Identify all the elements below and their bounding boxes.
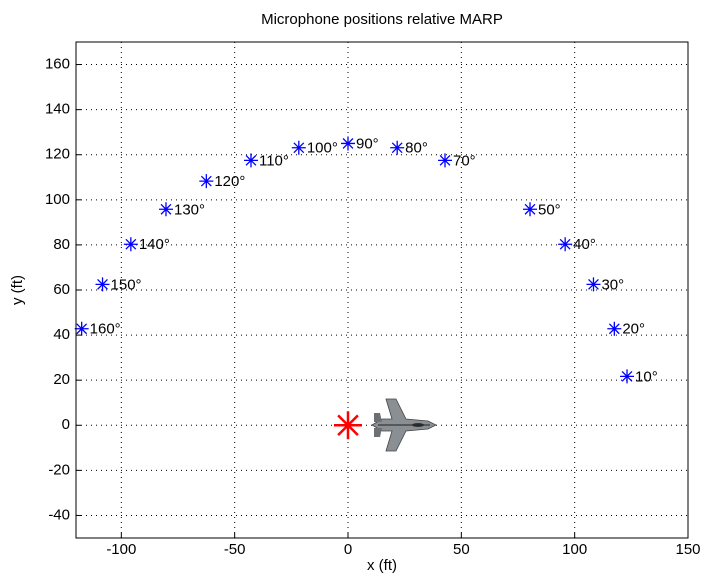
point-label: 30° — [601, 276, 624, 293]
point-label: 140° — [139, 236, 170, 253]
microphone-marker — [341, 136, 355, 151]
microphone-marker — [390, 140, 405, 155]
y-tick-label: 80 — [53, 236, 70, 253]
microphone-marker — [291, 140, 306, 155]
point-label: 80° — [405, 140, 428, 157]
plot-frame — [75, 41, 689, 539]
point-label: 70° — [453, 152, 476, 169]
microphone-marker — [199, 174, 214, 189]
chart-title: Microphone positions relative MARP — [261, 11, 503, 28]
point-label: 150° — [111, 276, 142, 293]
point-label: 160° — [90, 321, 121, 338]
x-tick-label: 100 — [562, 541, 587, 558]
y-tick-label: 0 — [62, 416, 70, 433]
microphone-marker — [607, 321, 622, 336]
microphone-marker — [123, 237, 138, 252]
x-tick-label: 150 — [675, 541, 700, 558]
aircraft-icon — [371, 398, 437, 452]
y-tick-label: -40 — [48, 506, 70, 523]
point-label: 10° — [635, 368, 658, 385]
microphone-marker — [586, 277, 601, 292]
microphone-marker — [74, 321, 89, 336]
y-tick-label: -20 — [48, 461, 70, 478]
microphone-marker — [158, 202, 173, 217]
y-tick-label: 120 — [45, 146, 70, 163]
y-axis-label: y (ft) — [9, 275, 26, 305]
microphone-marker — [523, 202, 538, 217]
y-tick-label: 140 — [45, 101, 70, 118]
y-tick-label: 60 — [53, 281, 70, 298]
x-axis-label: x (ft) — [367, 557, 397, 574]
y-tick-label: 160 — [45, 56, 70, 73]
y-tick-label: 100 — [45, 191, 70, 208]
point-label: 40° — [573, 236, 596, 253]
point-label: 50° — [538, 201, 561, 218]
point-label: 20° — [622, 321, 645, 338]
x-tick-label: -50 — [224, 541, 246, 558]
point-label: 90° — [356, 135, 379, 152]
point-label: 110° — [259, 152, 289, 169]
x-tick-label: -100 — [106, 541, 136, 558]
point-label: 120° — [214, 173, 245, 190]
microphone-marker — [95, 277, 110, 292]
microphone-marker — [558, 237, 573, 252]
marp-marker — [334, 411, 362, 440]
microphone-marker — [243, 153, 258, 168]
point-label: 130° — [174, 201, 205, 218]
microphone-marker — [438, 153, 453, 168]
x-tick-label: 50 — [453, 541, 470, 558]
x-tick-label: 0 — [344, 541, 352, 558]
point-label: 100° — [307, 140, 338, 157]
y-tick-label: 20 — [53, 371, 70, 388]
microphone-marker — [620, 369, 635, 384]
y-tick-label: 40 — [53, 326, 70, 343]
